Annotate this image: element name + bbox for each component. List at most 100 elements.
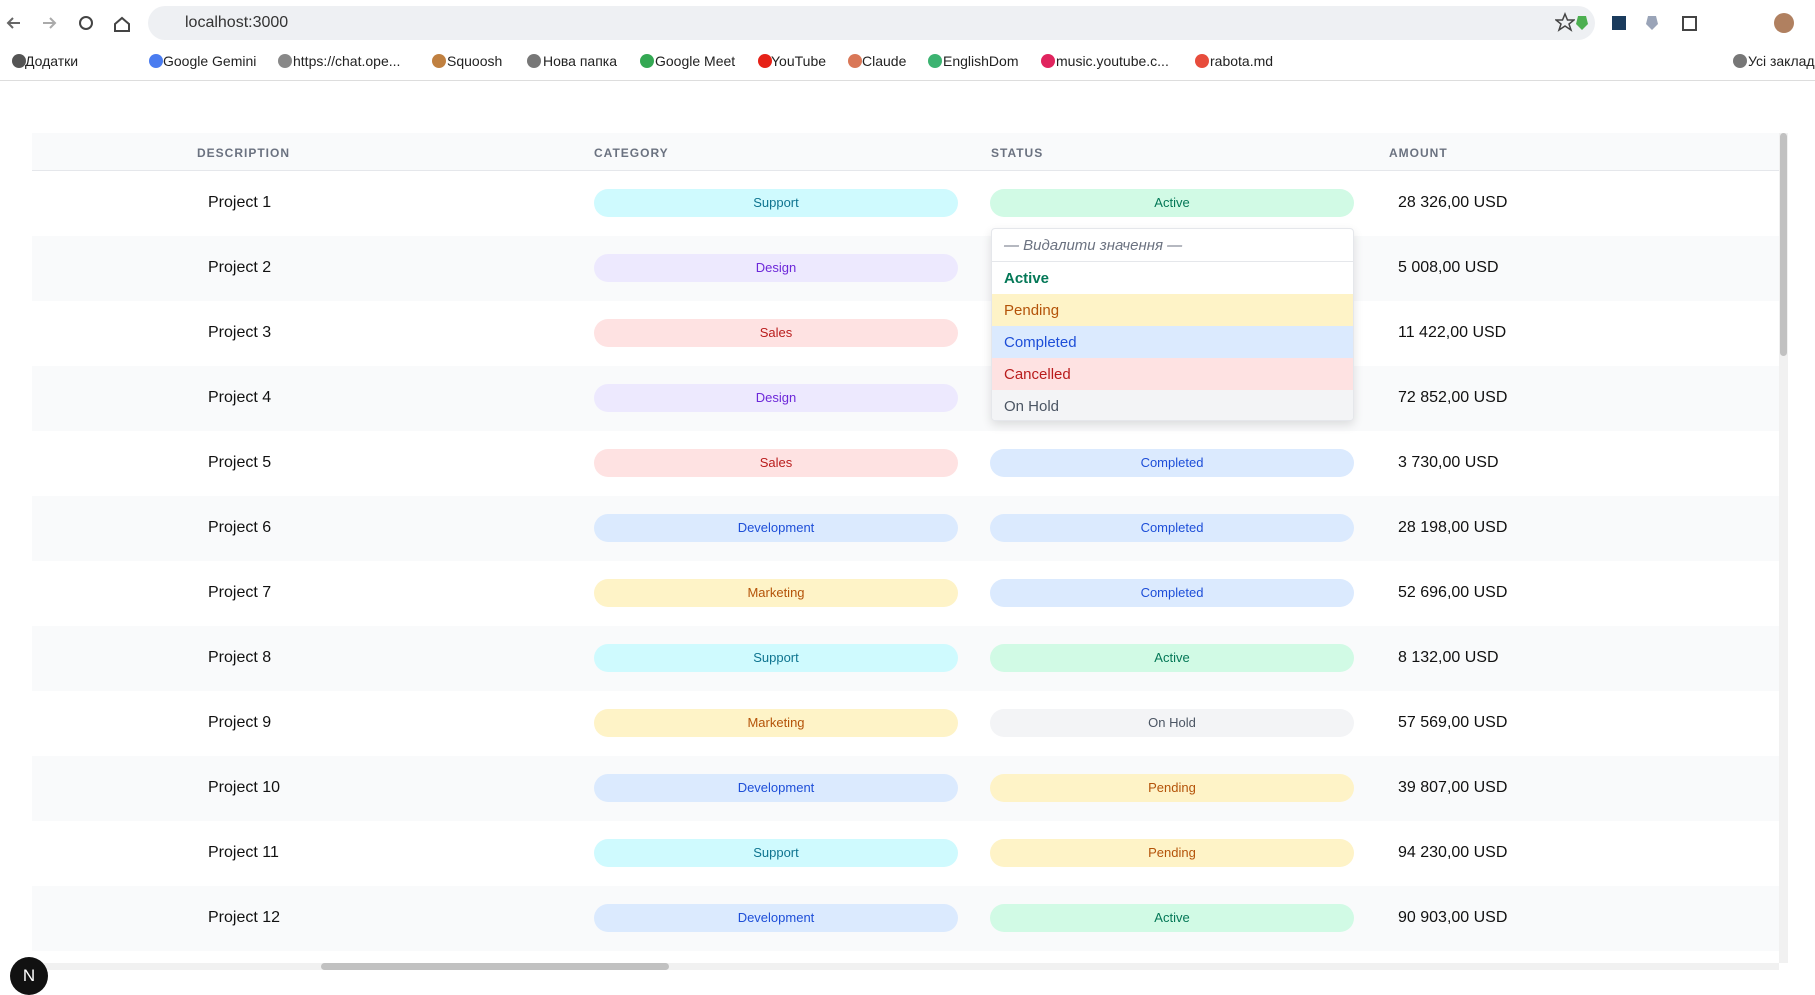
clear-option[interactable]: — Видалити значення — xyxy=(992,229,1353,262)
description: Project 3 xyxy=(208,324,272,341)
option[interactable]: Active xyxy=(992,262,1353,294)
table-row: Project 12 Development Active 90 903,00 USD xyxy=(32,886,1779,951)
description: Project 6 xyxy=(208,519,272,536)
h-scroll-track xyxy=(32,963,1779,970)
bookmark-icon xyxy=(527,54,541,68)
table-row: Project 1 Support Active 28 326,00 USD xyxy=(32,171,1779,236)
status-dropdown[interactable]: — Видалити значення — Active Pending Comple… xyxy=(991,228,1354,421)
bookmark[interactable]: Google Gemini xyxy=(163,53,257,69)
description: Project 4 xyxy=(208,389,272,406)
amount: 72 852,00 USD xyxy=(1398,389,1508,406)
bookmark-icon xyxy=(758,54,772,68)
bookmark[interactable]: https://chat.ope... xyxy=(293,53,401,69)
category-tag[interactable]: Marketing xyxy=(594,579,958,607)
option[interactable]: Cancelled xyxy=(992,358,1353,390)
category-tag[interactable]: Sales xyxy=(594,319,958,347)
amount: 5 008,00 USD xyxy=(1398,259,1499,276)
column-header: DESCRIPTION xyxy=(197,146,291,160)
description: Project 12 xyxy=(208,909,281,926)
column-header: STATUS xyxy=(991,146,1044,160)
toolbar: localhost:3000 xyxy=(0,0,1815,41)
category-tag[interactable]: Support xyxy=(594,189,958,217)
bookmark[interactable]: Google Meet xyxy=(655,53,736,69)
status-tag[interactable]: Completed xyxy=(990,449,1354,477)
nav-icons xyxy=(6,16,130,32)
dev-indicator[interactable]: N xyxy=(10,957,48,995)
category-tag[interactable]: Development xyxy=(594,904,958,932)
column-header: CATEGORY xyxy=(594,146,669,160)
bookmark-icon xyxy=(848,54,862,68)
option[interactable]: Pending xyxy=(992,294,1353,326)
status-tag[interactable]: Pending xyxy=(990,839,1354,867)
bookmark[interactable]: Squoosh xyxy=(447,53,503,69)
category-tag[interactable]: Development xyxy=(594,514,958,542)
description: Project 10 xyxy=(208,779,281,796)
table-row: Project 9 Marketing On Hold 57 569,00 USD xyxy=(32,691,1779,756)
bookmark[interactable]: Нова папка xyxy=(543,53,618,69)
amount: 28 198,00 USD xyxy=(1398,519,1508,536)
table-row: Project 11 Support Pending 94 230,00 USD xyxy=(32,821,1779,886)
category-tag[interactable]: Design xyxy=(594,384,958,412)
category-tag[interactable]: Support xyxy=(594,839,958,867)
bookmark[interactable]: Усі заклад xyxy=(1748,53,1815,69)
description: Project 7 xyxy=(208,584,272,601)
amount: 52 696,00 USD xyxy=(1398,584,1508,601)
table-row: Project 7 Marketing Completed 52 696,00 USD xyxy=(32,561,1779,626)
amount: 11 422,00 USD xyxy=(1398,324,1507,341)
h-scroll-thumb[interactable] xyxy=(321,963,669,970)
amount: 57 569,00 USD xyxy=(1398,714,1508,731)
bookmark[interactable]: rabota.md xyxy=(1210,53,1274,69)
bookmark-icon xyxy=(928,54,942,68)
description: Project 1 xyxy=(208,194,272,211)
amount: 90 903,00 USD xyxy=(1398,909,1508,926)
bookmark-icon xyxy=(432,54,446,68)
amount: 28 326,00 USD xyxy=(1398,194,1508,211)
status-tag[interactable]: Active xyxy=(990,904,1354,932)
table-row: Project 10 Development Pending 39 807,00 US… xyxy=(32,756,1779,821)
status-tag[interactable]: Completed xyxy=(990,514,1354,542)
bookmark[interactable]: Claude xyxy=(862,53,907,69)
option[interactable]: On Hold xyxy=(992,390,1353,420)
status-tag[interactable]: On Hold xyxy=(990,709,1354,737)
bookmark[interactable]: music.youtube.c... xyxy=(1056,53,1169,69)
table-row: Project 4 Design 72 852,00 USD xyxy=(32,366,1779,431)
description: Project 9 xyxy=(208,714,272,731)
bookmark-icon xyxy=(1195,54,1209,68)
star[interactable] xyxy=(1555,12,1575,32)
category-tag[interactable]: Development xyxy=(594,774,958,802)
description: Project 8 xyxy=(208,649,272,666)
amount: 39 807,00 USD xyxy=(1398,779,1508,796)
bookmark[interactable]: YouTube xyxy=(771,53,827,69)
bookmarks-bar: Додатки Google Gemini https://chat.ope... S… xyxy=(0,41,1815,81)
table-row: Project 8 Support Active 8 132,00 USD xyxy=(32,626,1779,691)
status-tag[interactable]: Active xyxy=(990,644,1354,672)
column-header: AMOUNT xyxy=(1389,146,1448,160)
category-tag[interactable]: Design xyxy=(594,254,958,282)
amount: 94 230,00 USD xyxy=(1398,844,1508,861)
bookmark-icon xyxy=(12,54,26,68)
bookmark[interactable]: Додатки xyxy=(25,53,79,69)
bookmark-icon xyxy=(1733,54,1747,68)
status-tag[interactable]: Active xyxy=(990,189,1354,217)
address-bar[interactable]: localhost:3000 xyxy=(148,6,1595,40)
status-tag[interactable]: Completed xyxy=(990,579,1354,607)
table-header: DESCRIPTION CATEGORY STATUS AMOUNT xyxy=(32,133,1779,171)
option[interactable]: Completed xyxy=(992,326,1353,358)
bookmark-icon xyxy=(640,54,654,68)
category-tag[interactable]: Support xyxy=(594,644,958,672)
description: Project 2 xyxy=(208,259,272,276)
bookmark-icon xyxy=(278,54,292,68)
category-tag[interactable]: Marketing xyxy=(594,709,958,737)
v-scroll-track xyxy=(1779,133,1788,963)
amount: 8 132,00 USD xyxy=(1398,649,1499,666)
table-row: Project 3 Sales 11 422,00 USD xyxy=(32,301,1779,366)
bookmark[interactable]: EnglishDom xyxy=(943,53,1019,69)
status-tag[interactable]: Pending xyxy=(990,774,1354,802)
v-scroll-thumb[interactable] xyxy=(1780,133,1787,356)
table-row: Project 6 Development Completed 28 198,00 U… xyxy=(32,496,1779,561)
bookmark-icon xyxy=(1041,54,1055,68)
category-tag[interactable]: Sales xyxy=(594,449,958,477)
amount: 3 730,00 USD xyxy=(1398,454,1499,471)
description: Project 11 xyxy=(208,844,279,861)
